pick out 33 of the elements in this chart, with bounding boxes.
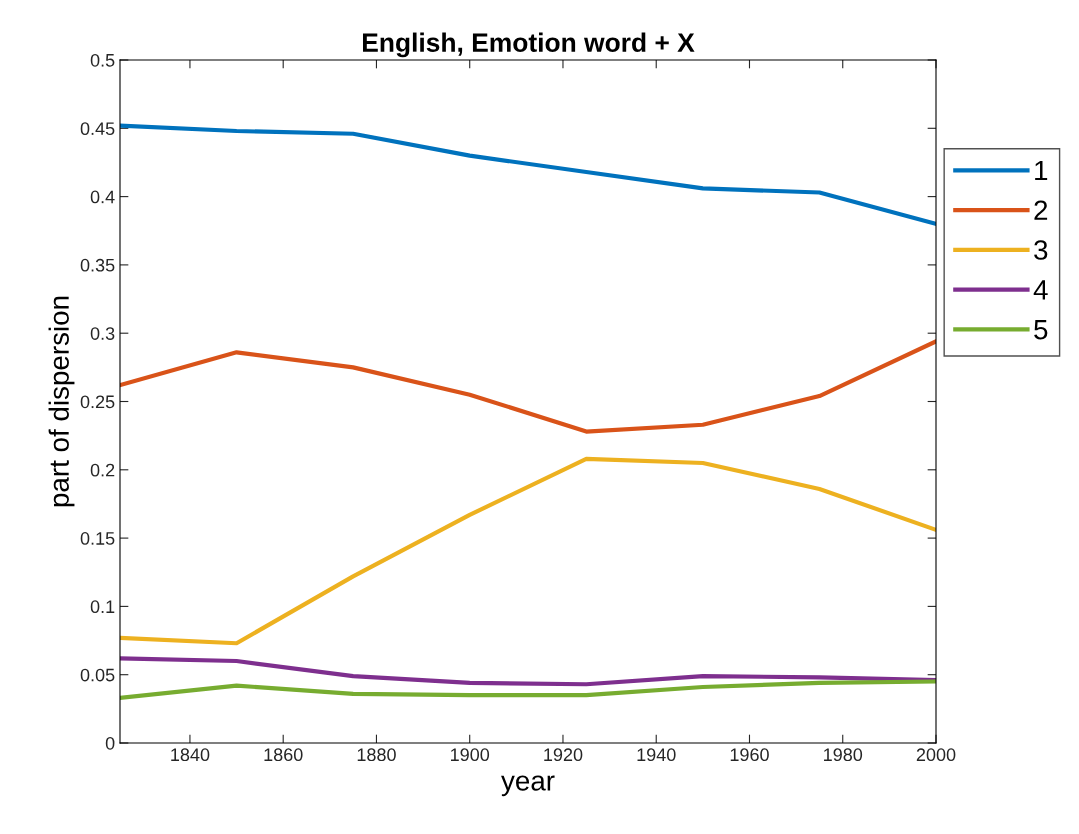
y-tick-label: 0.45 [80,122,115,136]
y-tick-label: 0.5 [90,53,115,67]
y-tick-label: 0.1 [90,600,115,614]
y-tick-label: 0 [105,736,115,750]
line-series [120,679,936,701]
y-tick-label: 0.15 [80,532,115,545]
line-series [120,123,936,227]
x-tick-label: 2000 [916,748,956,762]
chart-title: English, Emotion word + X [363,32,695,58]
legend-label: 2 [1034,200,1048,220]
y-tick-label: 0.35 [80,258,115,272]
line-series [120,456,936,646]
x-tick-label: 1900 [451,748,490,762]
x-tick-label: 1960 [730,748,769,762]
y-tick-label: 0.25 [80,395,115,409]
x-tick-label: 1860 [264,748,303,762]
x-tick-label: 1840 [171,748,210,762]
legend-label: 1 [1035,160,1048,181]
legend-label: 4 [1033,280,1048,300]
x-tick-label: 1920 [544,748,583,762]
line-series [120,339,936,434]
y-axis-title: part of dispersion [48,296,75,507]
y-tick-label: 0.2 [90,463,115,477]
line-series [120,656,936,687]
x-axis-title: year [501,775,555,797]
y-tick-label: 0.05 [80,668,115,682]
x-tick-label: 1880 [357,748,396,762]
y-tick-label: 0.4 [90,190,115,204]
legend-label: 3 [1034,240,1048,260]
y-tick-label: 0.3 [90,327,115,340]
legend-label: 5 [1034,320,1048,340]
x-tick-label: 1980 [824,748,863,762]
x-tick-label: 1940 [637,748,676,762]
